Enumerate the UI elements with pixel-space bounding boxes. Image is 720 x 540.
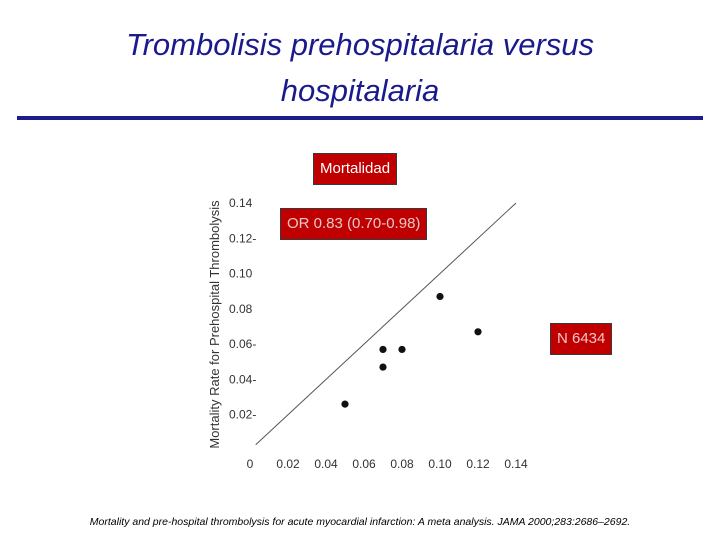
y-tick-label: 0.06- bbox=[229, 337, 256, 351]
x-tick-label: 0.06 bbox=[352, 457, 376, 471]
data-point bbox=[379, 363, 387, 371]
x-tick-label: 0.02 bbox=[276, 457, 300, 471]
y-axis-title: Mortality Rate for Prehospital Thromboly… bbox=[207, 200, 222, 449]
x-tick-label: 0 bbox=[247, 457, 254, 471]
data-point bbox=[436, 292, 444, 301]
slide-title: Trombolisis prehospitalaria versus hospi… bbox=[125, 27, 595, 108]
sample-size-label: N 6434 bbox=[550, 323, 613, 355]
y-tick-label: 0.14 bbox=[229, 196, 253, 210]
x-tick-label: 0.08 bbox=[390, 457, 414, 471]
data-point bbox=[474, 328, 482, 336]
x-tick-label: 0.10 bbox=[428, 457, 452, 471]
mortalidad-label: Mortalidad bbox=[313, 153, 398, 185]
data-point bbox=[379, 345, 387, 354]
x-tick-label: 0.12 bbox=[466, 457, 490, 471]
x-tick-label: 0.04 bbox=[314, 457, 338, 471]
y-tick-label: 0.02- bbox=[229, 408, 256, 422]
y-tick-label: 0.12- bbox=[229, 231, 256, 245]
identity-line bbox=[255, 202, 517, 446]
scatter-chart: Mortality Rate for Prehospital Thromboly… bbox=[207, 196, 528, 471]
data-point bbox=[398, 345, 406, 354]
x-tick-label: 0.14 bbox=[504, 457, 528, 471]
y-tick-label: 0.08 bbox=[229, 302, 253, 316]
y-tick-label: 0.04- bbox=[229, 372, 256, 386]
y-tick-label: 0.10 bbox=[229, 267, 253, 281]
data-point bbox=[341, 400, 349, 408]
odds-ratio-label: OR 0.83 (0.70-0.98) bbox=[280, 208, 428, 240]
citation: Mortality and pre-hospital thrombolysis … bbox=[89, 516, 631, 528]
title-divider bbox=[17, 116, 703, 120]
